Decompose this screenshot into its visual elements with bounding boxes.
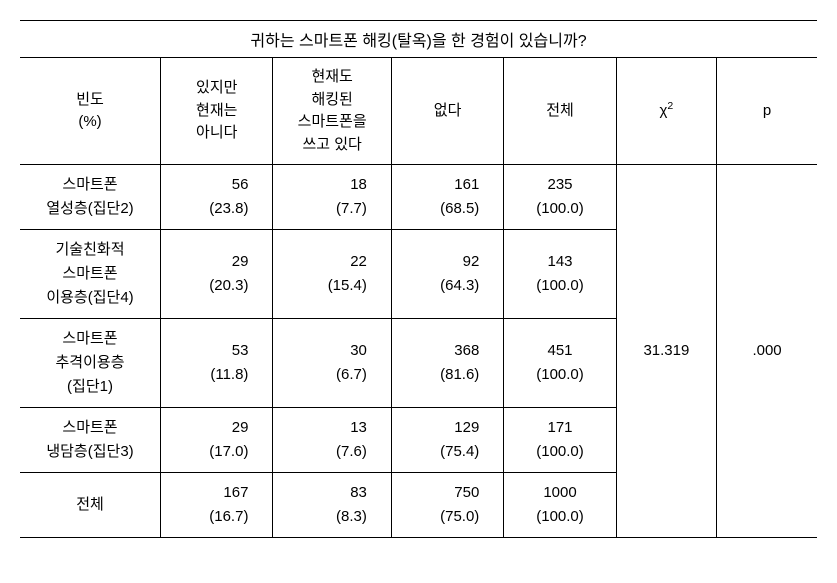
header-chi2: χ2 (616, 58, 716, 165)
cell-value: 171 (100.0) (504, 408, 616, 473)
cell-value: 18 (7.7) (273, 165, 391, 230)
cell-value: 129 (75.4) (391, 408, 503, 473)
cell-value: 92 (64.3) (391, 230, 503, 319)
row-label: 스마트폰 추격이용층 (집단1) (20, 319, 161, 408)
cell-value: 83 (8.3) (273, 473, 391, 538)
hacking-experience-table: 귀하는 스마트폰 해킹(탈옥)을 한 경험이 있습니까? 빈도 (%) 있지만 … (20, 20, 817, 538)
cell-value: 161 (68.5) (391, 165, 503, 230)
cell-value: 29 (17.0) (161, 408, 273, 473)
row-label: 전체 (20, 473, 161, 538)
row-label: 스마트폰 열성층(집단2) (20, 165, 161, 230)
cell-value: 53 (11.8) (161, 319, 273, 408)
cell-value: 235 (100.0) (504, 165, 616, 230)
table-title-row: 귀하는 스마트폰 해킹(탈옥)을 한 경험이 있습니까? (20, 21, 817, 58)
cell-value: 167 (16.7) (161, 473, 273, 538)
cell-value: 451 (100.0) (504, 319, 616, 408)
table-row: 스마트폰 열성층(집단2) 56 (23.8) 18 (7.7) 161 (68… (20, 165, 817, 230)
header-currently-using: 현재도 해킹된 스마트폰을 쓰고 있다 (273, 58, 391, 165)
cell-value: 143 (100.0) (504, 230, 616, 319)
cell-value: 1000 (100.0) (504, 473, 616, 538)
cell-value: 30 (6.7) (273, 319, 391, 408)
table-header-row: 빈도 (%) 있지만 현재는 아니다 현재도 해킹된 스마트폰을 쓰고 있다 없… (20, 58, 817, 165)
row-label: 스마트폰 냉담층(집단3) (20, 408, 161, 473)
cell-value: 368 (81.6) (391, 319, 503, 408)
p-value: .000 (717, 165, 817, 538)
cell-value: 750 (75.0) (391, 473, 503, 538)
cell-value: 13 (7.6) (273, 408, 391, 473)
header-total: 전체 (504, 58, 616, 165)
row-label: 기술친화적 스마트폰 이용층(집단4) (20, 230, 161, 319)
cell-value: 56 (23.8) (161, 165, 273, 230)
header-had-but-not-now: 있지만 현재는 아니다 (161, 58, 273, 165)
chi2-value: 31.319 (616, 165, 716, 538)
cell-value: 22 (15.4) (273, 230, 391, 319)
table-title: 귀하는 스마트폰 해킹(탈옥)을 한 경험이 있습니까? (20, 21, 817, 58)
header-none: 없다 (391, 58, 503, 165)
header-p: p (717, 58, 817, 165)
header-frequency: 빈도 (%) (20, 58, 161, 165)
cell-value: 29 (20.3) (161, 230, 273, 319)
